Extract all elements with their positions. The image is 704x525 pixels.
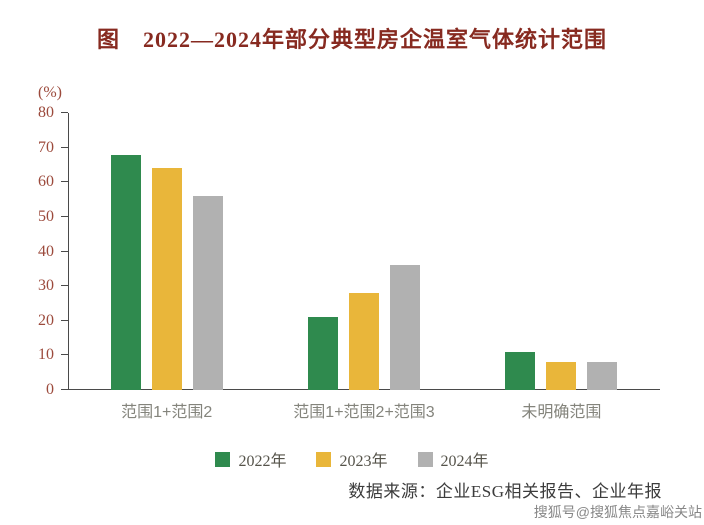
bar-group <box>68 113 265 390</box>
y-tick-mark <box>61 250 68 252</box>
legend-item: 2023年 <box>316 447 388 471</box>
x-axis-label: 未明确范围 <box>521 404 602 421</box>
y-tick-mark <box>61 215 68 217</box>
y-tick-label: 10 <box>38 346 54 364</box>
y-tick-label: 0 <box>46 381 54 398</box>
legend-swatch <box>316 451 332 467</box>
bar-group <box>265 113 462 390</box>
bar-2022年-范围1+范围2+范围3 <box>307 317 338 390</box>
legend-swatch <box>215 451 231 467</box>
y-tick-mark <box>61 181 68 183</box>
y-tick-label: 40 <box>38 242 54 260</box>
y-tick-mark <box>61 285 68 287</box>
y-tick-mark <box>61 319 68 321</box>
bar-2024年-范围1+范围2+范围3 <box>389 265 420 390</box>
chart-title: 图 2022—2024年部分典型房企温室气体统计范围 <box>96 27 607 52</box>
legend: 2022年 2023年 2024年 <box>0 447 704 471</box>
bar-2024年-范围1+范围2 <box>192 196 223 390</box>
legend-item: 2024年 <box>417 447 489 471</box>
x-axis-label: 范围1+范围2 <box>121 404 213 421</box>
y-tick-label: 60 <box>38 173 54 191</box>
bar-2022年-范围1+范围2 <box>110 154 141 390</box>
legend-label: 2024年 <box>440 453 489 470</box>
y-tick-mark <box>61 354 68 356</box>
y-tick-mark <box>61 389 68 390</box>
y-tick-mark <box>61 112 68 113</box>
bar-groups <box>68 113 660 390</box>
data-source-note: 数据来源：企业ESG相关报告、企业年报 <box>348 482 662 501</box>
plot-area: 0 10 20 30 40 50 60 70 80 <box>38 104 660 398</box>
y-tick-label: 80 <box>38 104 54 121</box>
legend-swatch <box>417 451 433 467</box>
legend-label: 2022年 <box>238 453 287 470</box>
y-tick-label: 20 <box>38 311 54 329</box>
y-tick-label: 70 <box>38 138 54 156</box>
bar-2022年-未明确范围 <box>505 351 536 390</box>
bar-2023年-未明确范围 <box>546 362 577 390</box>
bar-2023年-范围1+范围2+范围3 <box>348 293 379 390</box>
bar-group <box>463 113 660 390</box>
y-axis-line <box>68 113 69 390</box>
y-tick-label: 30 <box>38 277 54 295</box>
x-axis-labels: 范围1+范围2 范围1+范围2+范围3 未明确范围 <box>68 398 660 422</box>
y-axis-unit-label: (%) <box>38 84 62 101</box>
legend-label: 2023年 <box>339 453 388 470</box>
y-tick-mark <box>61 146 68 148</box>
y-tick-label: 50 <box>38 207 54 225</box>
legend-item: 2022年 <box>215 447 286 471</box>
watermark: 搜狐号@搜狐焦点嘉峪关站 <box>533 504 702 520</box>
x-axis-label: 范围1+范围2+范围3 <box>293 404 435 421</box>
bar-2023年-范围1+范围2 <box>151 168 182 390</box>
bar-2024年-未明确范围 <box>587 362 618 390</box>
